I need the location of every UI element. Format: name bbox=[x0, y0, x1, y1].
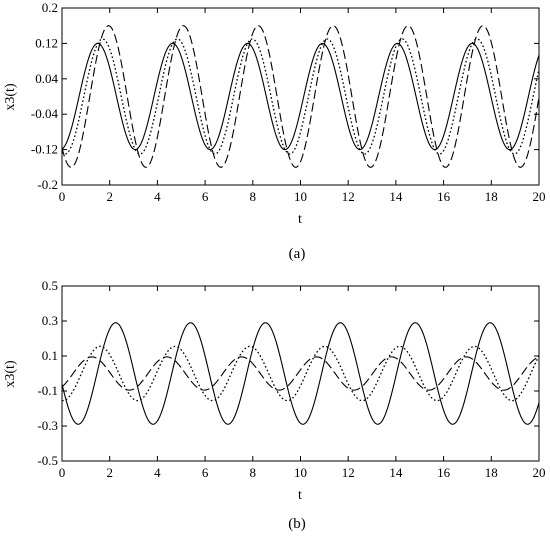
x-tick-label: 0 bbox=[59, 189, 66, 204]
x-axis-label-b: t bbox=[298, 488, 302, 503]
x-tick-label: 18 bbox=[485, 465, 498, 480]
x-axis-a: 0 2 4 6 8 10 12 14 16 18 20 bbox=[59, 8, 546, 204]
series-group-a bbox=[61, 25, 540, 168]
x-tick-label: 14 bbox=[389, 465, 403, 480]
x-axis-b: 0 2 4 6 8 10 12 14 16 18 20 bbox=[59, 286, 546, 480]
y-tick-label: 0.12 bbox=[35, 35, 58, 50]
x-axis-label-a: t bbox=[298, 212, 302, 227]
plot-frame-a bbox=[61, 7, 540, 186]
y-axis-b: -0.5 -0.3 -0.1 0.1 0.3 0.5 bbox=[37, 278, 539, 468]
series-line-dashed bbox=[61, 356, 540, 391]
series-line-solid bbox=[61, 322, 540, 425]
y-tick-label: 0.04 bbox=[35, 71, 58, 86]
series-line-dashed bbox=[61, 25, 540, 168]
x-tick-label: 6 bbox=[202, 465, 209, 480]
x-tick-label: 2 bbox=[106, 465, 113, 480]
x-tick-label: 4 bbox=[154, 189, 161, 204]
x-tick-label: 20 bbox=[533, 189, 546, 204]
series-line-solid bbox=[61, 42, 540, 151]
y-tick-label: -0.5 bbox=[37, 453, 58, 468]
x-tick-label: 10 bbox=[294, 465, 307, 480]
x-tick-label: 16 bbox=[437, 189, 451, 204]
x-tick-label: 4 bbox=[154, 465, 161, 480]
x-tick-label: 12 bbox=[342, 189, 355, 204]
y-tick-label: -0.3 bbox=[37, 418, 58, 433]
chart-panel-b: 0 2 4 6 8 10 12 14 16 18 20 -0.5-0.3-0.10.10.30.5 … bbox=[3, 278, 546, 532]
x-tick-label: 18 bbox=[485, 189, 498, 204]
chart-panel-a: 0 2 4 6 8 10 12 14 16 18 20 -0.2 -0.12 -0.04 0.04 0.12… bbox=[3, 0, 546, 262]
x-tick-label: 6 bbox=[202, 189, 209, 204]
series-line-dotted bbox=[61, 38, 540, 155]
x-tick-label: 2 bbox=[106, 189, 113, 204]
x-tick-label: 16 bbox=[437, 465, 451, 480]
y-tick-label: 0.2 bbox=[42, 0, 58, 15]
y-tick-label: -0.12 bbox=[31, 142, 58, 157]
y-tick-label: -0.1 bbox=[37, 383, 58, 398]
y-axis-a: -0.2 -0.12 -0.04 0.04 0.12 0.2 bbox=[31, 0, 539, 192]
y-tick-label: 0.3 bbox=[42, 313, 58, 328]
plot-frame-b bbox=[61, 285, 540, 462]
y-axis-label-a: x3(t) bbox=[3, 83, 18, 111]
y-tick-label: 0.1 bbox=[42, 348, 58, 363]
x-tick-label: 12 bbox=[342, 465, 355, 480]
y-axis-label-b: x3(t) bbox=[3, 360, 18, 388]
x-tick-label: 14 bbox=[389, 189, 403, 204]
y-tick-label: 0.5 bbox=[42, 278, 58, 293]
y-tick-label: -0.2 bbox=[37, 177, 58, 192]
x-tick-label: 0 bbox=[59, 465, 66, 480]
caption-b: (b) bbox=[288, 516, 306, 532]
y-tick-label: -0.04 bbox=[31, 106, 59, 121]
x-tick-label: 8 bbox=[250, 465, 257, 480]
x-tick-label: 20 bbox=[533, 465, 546, 480]
x-tick-label: 10 bbox=[294, 189, 307, 204]
x-tick-label: 8 bbox=[250, 189, 257, 204]
series-group-b bbox=[61, 322, 540, 425]
caption-a: (a) bbox=[289, 246, 306, 262]
series-line-dotted bbox=[61, 345, 540, 402]
